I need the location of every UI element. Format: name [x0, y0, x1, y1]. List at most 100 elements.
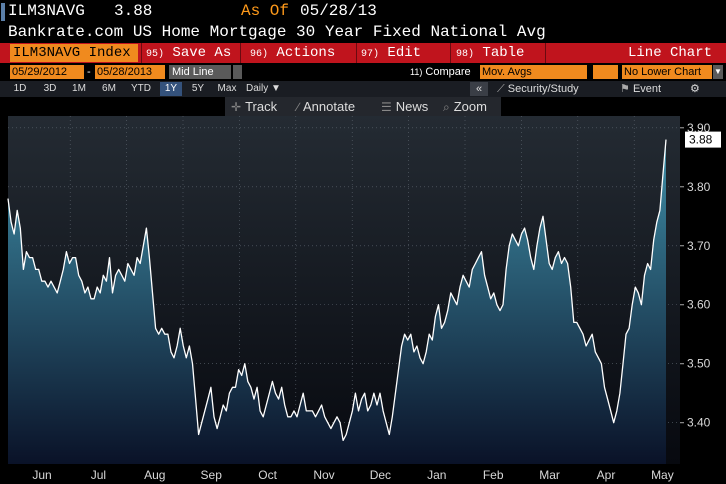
annotate-button[interactable]: ∕ Annotate: [297, 98, 355, 115]
security-study-label: Security/Study: [507, 83, 579, 95]
chart-toolbar: ✛ Track ∕ Annotate ☰ News ⌕ Zoom: [225, 97, 501, 116]
save-as-label: Save As: [172, 45, 232, 61]
actions-button[interactable]: 96) Actions: [250, 44, 335, 62]
table-button[interactable]: 98) Table: [456, 44, 524, 62]
y-axis-band: [680, 97, 726, 464]
timeframe-5y[interactable]: 5Y: [191, 83, 205, 94]
track-button[interactable]: ✛ Track: [231, 98, 277, 115]
news-icon: ☰: [381, 100, 392, 114]
line-type-field[interactable]: Mid Line: [169, 65, 231, 79]
timeframe-3d[interactable]: 3D: [43, 83, 57, 94]
compare-label: Compare: [425, 66, 471, 78]
actions-number: 96): [250, 49, 269, 60]
x-month-label: Jan: [427, 468, 446, 482]
x-month-label: Jun: [32, 468, 51, 482]
edit-button[interactable]: 97) Edit: [361, 44, 421, 62]
x-month-label: Dec: [370, 468, 391, 482]
date-range-dash: -: [87, 66, 91, 78]
period-label: Daily: [246, 83, 269, 94]
x-month-label: May: [651, 468, 674, 482]
last-price-tag: 3.88: [685, 131, 721, 148]
track-label: Track: [245, 99, 278, 114]
zoom-button[interactable]: ⌕ Zoom: [443, 98, 487, 115]
x-axis: Jun Jul Aug Sep Oct Nov Dec Jan Feb Mar Apr May: [32, 468, 673, 482]
pencil-icon: ∕: [297, 100, 300, 114]
compare-number: 11): [410, 67, 423, 77]
x-month-label: Nov: [313, 468, 334, 482]
y-tick-label: 3.90: [687, 121, 711, 135]
news-button[interactable]: ☰ News: [381, 98, 428, 115]
x-month-label: Aug: [144, 468, 165, 482]
y-axis: 3.40 3.50 3.60 3.70 3.80 3.90: [680, 121, 711, 430]
event-button[interactable]: ⚑ Event: [620, 82, 661, 96]
as-of-date: 05/28/13: [300, 2, 377, 20]
timeframe-1d[interactable]: 1D: [13, 83, 27, 94]
y-tick-label: 3.40: [687, 416, 711, 430]
x-month-label: Jul: [91, 468, 106, 482]
description-bar: Bankrate.com US Home Mortgage 30 Year Fi…: [0, 23, 726, 43]
event-icon: ⚑: [620, 83, 630, 95]
event-label: Event: [632, 83, 662, 95]
series-line: [7, 139, 667, 442]
x-month-label: Apr: [597, 468, 616, 482]
timeframe-1y[interactable]: 1Y: [160, 82, 182, 96]
end-date-field[interactable]: 05/28/2013: [95, 65, 165, 79]
x-month-label: Sep: [201, 468, 223, 482]
period-dropdown-icon: ▼: [271, 83, 281, 94]
timeframe-6m[interactable]: 6M: [102, 83, 116, 94]
y-tick-label: 3.80: [687, 180, 711, 194]
x-axis-band: [0, 464, 726, 484]
edit-label: Edit: [387, 45, 422, 61]
magnifier-icon: ⌕: [443, 100, 450, 114]
options-bar: 05/29/2012 - 05/28/2013 Mid Line 11) Com…: [0, 63, 726, 81]
title-bar: ILM3NAVG 3.88 As Of 05/28/13: [0, 0, 726, 24]
y-tick-label: 3.60: [687, 298, 711, 312]
menu-divider: [545, 43, 546, 63]
series-area: [8, 139, 666, 464]
line-type-dropdown[interactable]: [233, 65, 242, 79]
menu-divider: [141, 43, 142, 63]
moving-averages-field[interactable]: Mov. Avgs: [480, 65, 587, 79]
menu-divider: [450, 43, 451, 63]
timeframe-ytd[interactable]: YTD: [131, 83, 151, 94]
annotate-label: Annotate: [303, 99, 356, 114]
security-study-button[interactable]: ⟋ Security/Study: [497, 82, 579, 96]
chart-type-selector[interactable]: Line Chart: [627, 45, 712, 61]
edit-number: 97): [361, 49, 380, 60]
menu-bar: ILM3NAVG Index 95) Save As 96) Actions 9…: [0, 43, 726, 63]
y-tick-label: 3.50: [687, 357, 711, 371]
news-label: News: [395, 99, 429, 114]
menu-divider: [240, 43, 241, 63]
save-as-button[interactable]: 95) Save As: [146, 44, 231, 62]
table-label: Table: [482, 45, 525, 61]
timeframe-1m[interactable]: 1M: [72, 83, 86, 94]
index-field[interactable]: ILM3NAVG Index: [10, 44, 138, 62]
zoom-label: Zoom: [453, 99, 487, 114]
collapse-button[interactable]: «: [470, 82, 488, 96]
period-selector[interactable]: Daily ▼: [246, 82, 296, 96]
start-date-field[interactable]: 05/29/2012: [10, 65, 84, 79]
lower-chart-dropdown[interactable]: ▼: [713, 65, 723, 79]
security-description: Bankrate.com US Home Mortgage 30 Year Fi…: [8, 23, 546, 41]
last-price: 3.88: [114, 2, 153, 20]
lower-chart-field[interactable]: No Lower Chart: [622, 65, 712, 79]
x-month-label: Oct: [258, 468, 277, 482]
timeframe-bar: 1D 3D 1M 6M YTD 1Y 5Y Max Daily ▼ « ⟋ Se…: [0, 81, 726, 97]
moving-averages-input[interactable]: [593, 65, 618, 79]
as-of-label: As Of: [241, 2, 290, 20]
compare-button[interactable]: 11) Compare: [410, 65, 471, 79]
last-price-tag-label: 3.88: [689, 133, 713, 147]
x-month-label: Mar: [539, 468, 560, 482]
menu-divider: [356, 43, 357, 63]
x-month-label: Feb: [483, 468, 504, 482]
ticker-symbol[interactable]: ILM3NAVG: [8, 2, 85, 20]
gear-icon[interactable]: ⚙: [690, 83, 700, 95]
y-tick-label: 3.70: [687, 239, 711, 253]
timeframe-max[interactable]: Max: [217, 83, 237, 94]
save-as-number: 95): [146, 49, 165, 60]
chart-line-icon: ⟋: [497, 83, 505, 95]
actions-label: Actions: [276, 45, 336, 61]
ticker-marker: [1, 3, 5, 21]
crosshair-icon: ✛: [231, 100, 242, 114]
